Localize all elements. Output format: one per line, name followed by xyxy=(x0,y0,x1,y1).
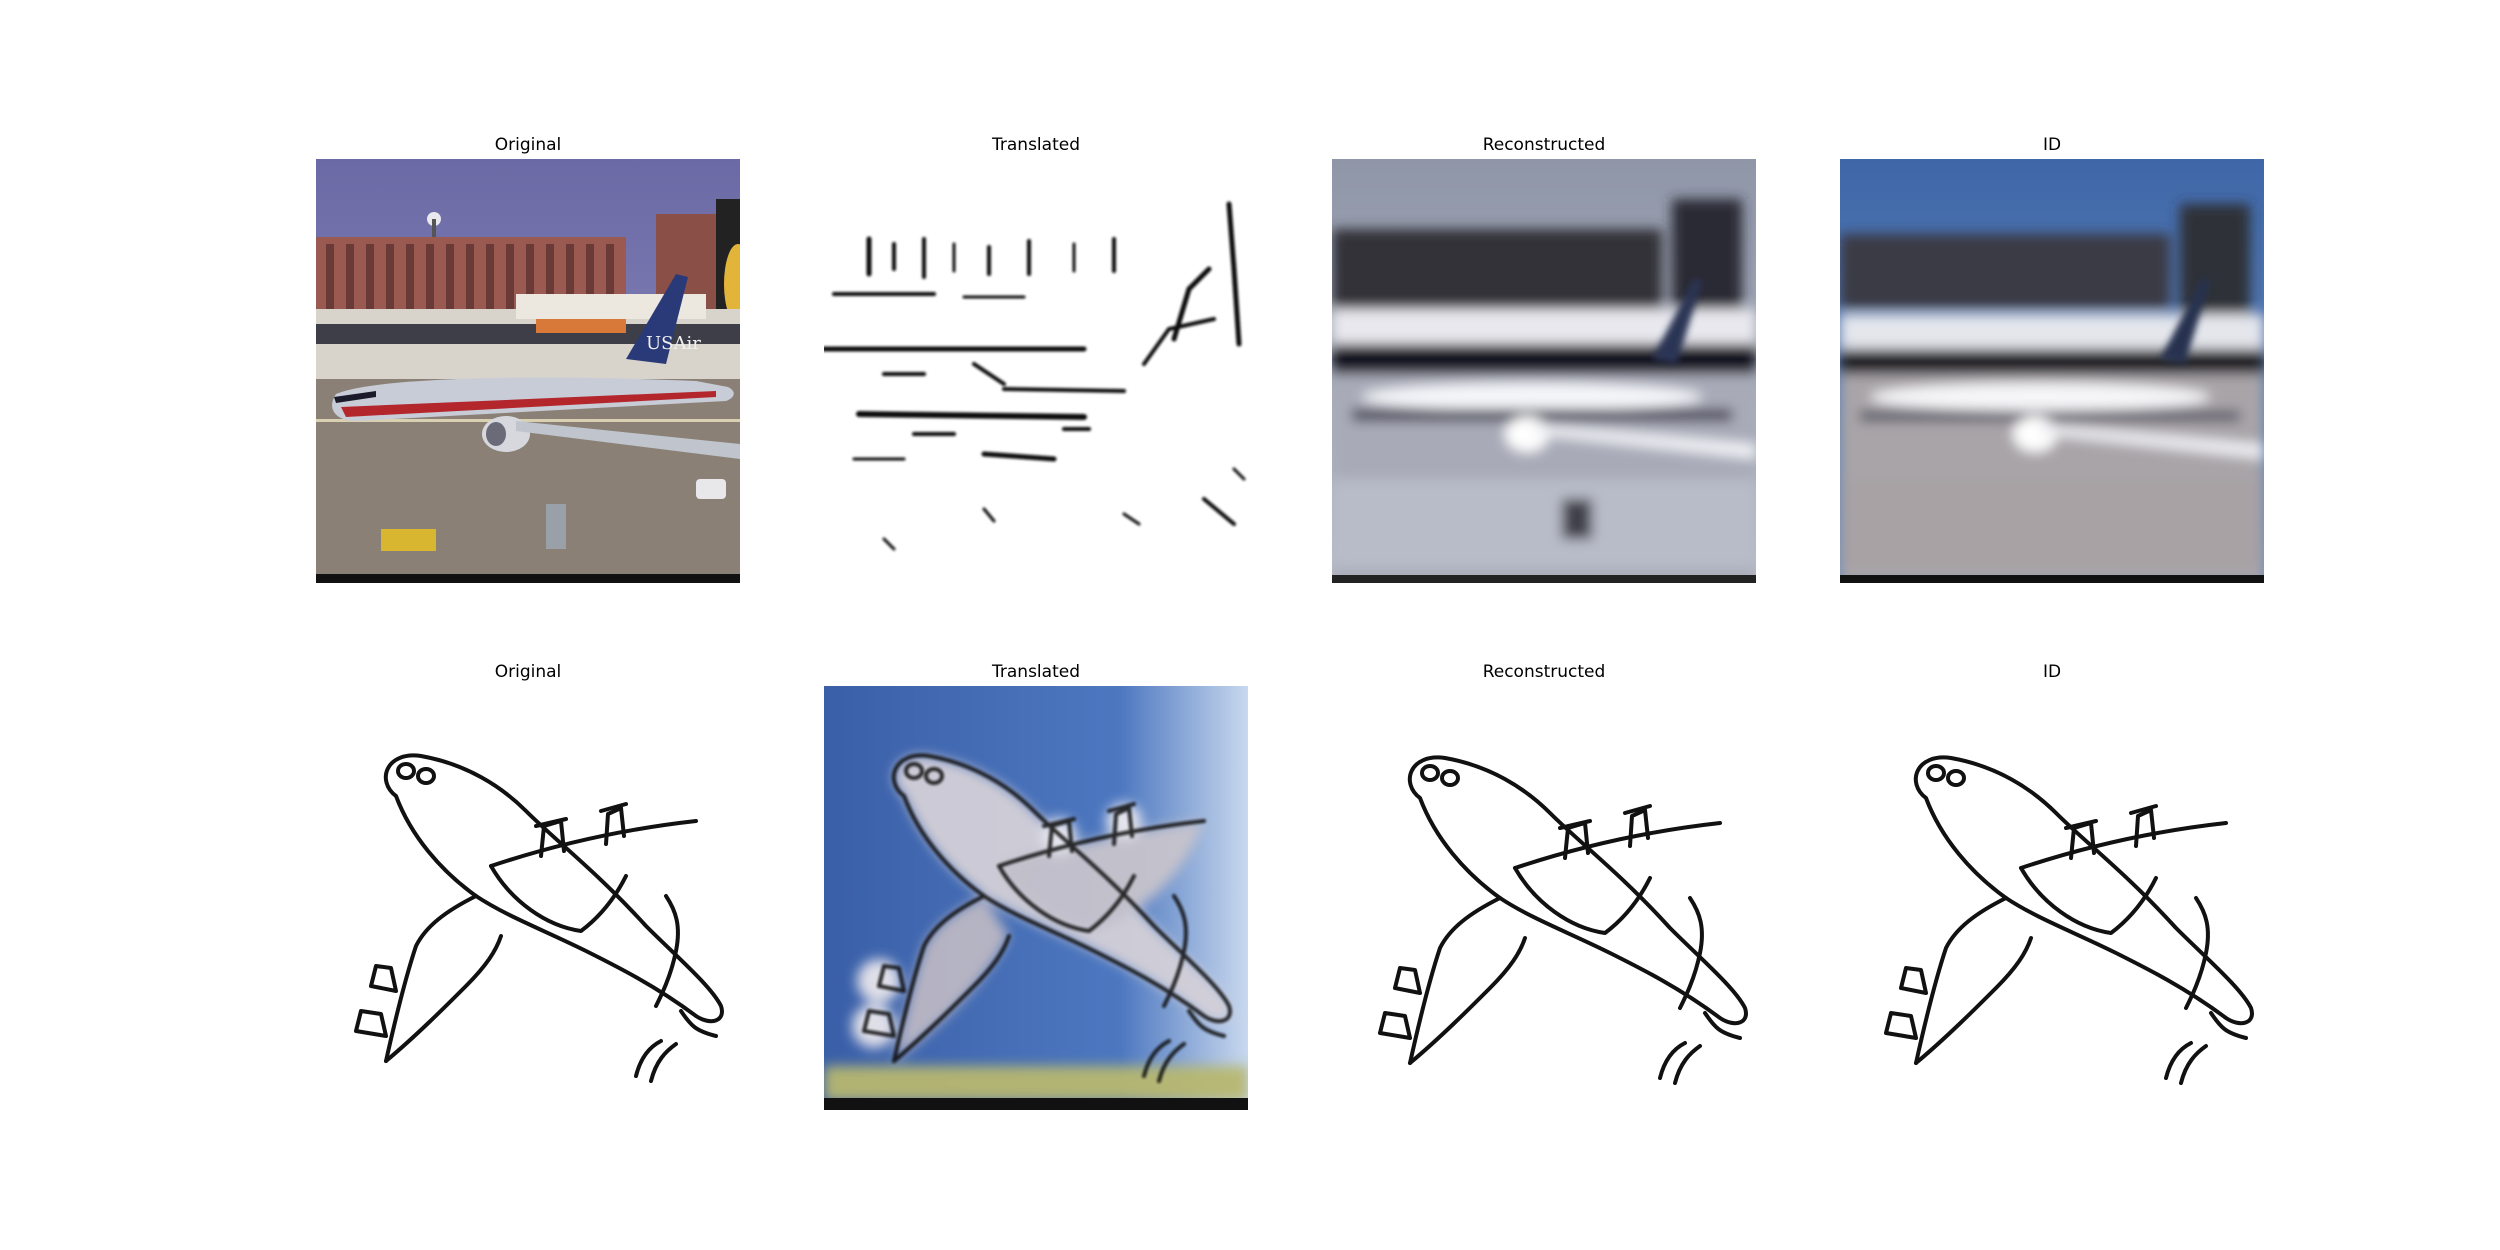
panel-title: Reconstructed xyxy=(1482,135,1606,155)
panel-title: ID xyxy=(2042,135,2062,155)
airplane-sketch-image xyxy=(316,686,740,1110)
blurry-airport-image xyxy=(1332,159,1756,583)
airport-photo-image: USAir xyxy=(316,159,740,583)
panel-title: Translated xyxy=(992,135,1080,155)
airplane-photo-translation-image xyxy=(824,686,1248,1110)
airplane-sketch-reconstructed-image xyxy=(1332,686,1756,1110)
blurry-airport-identity-image xyxy=(1840,159,2264,583)
panel-title: Reconstructed xyxy=(1482,662,1606,682)
panel-title: Original xyxy=(494,662,562,682)
panel-title: Translated xyxy=(992,662,1080,682)
panel-title: ID xyxy=(2042,662,2062,682)
svg-text:USAir: USAir xyxy=(646,333,701,354)
airplane-sketch-identity-image xyxy=(1840,686,2264,1110)
edge-sketch-image xyxy=(824,159,1248,583)
panel-title: Original xyxy=(494,135,562,155)
